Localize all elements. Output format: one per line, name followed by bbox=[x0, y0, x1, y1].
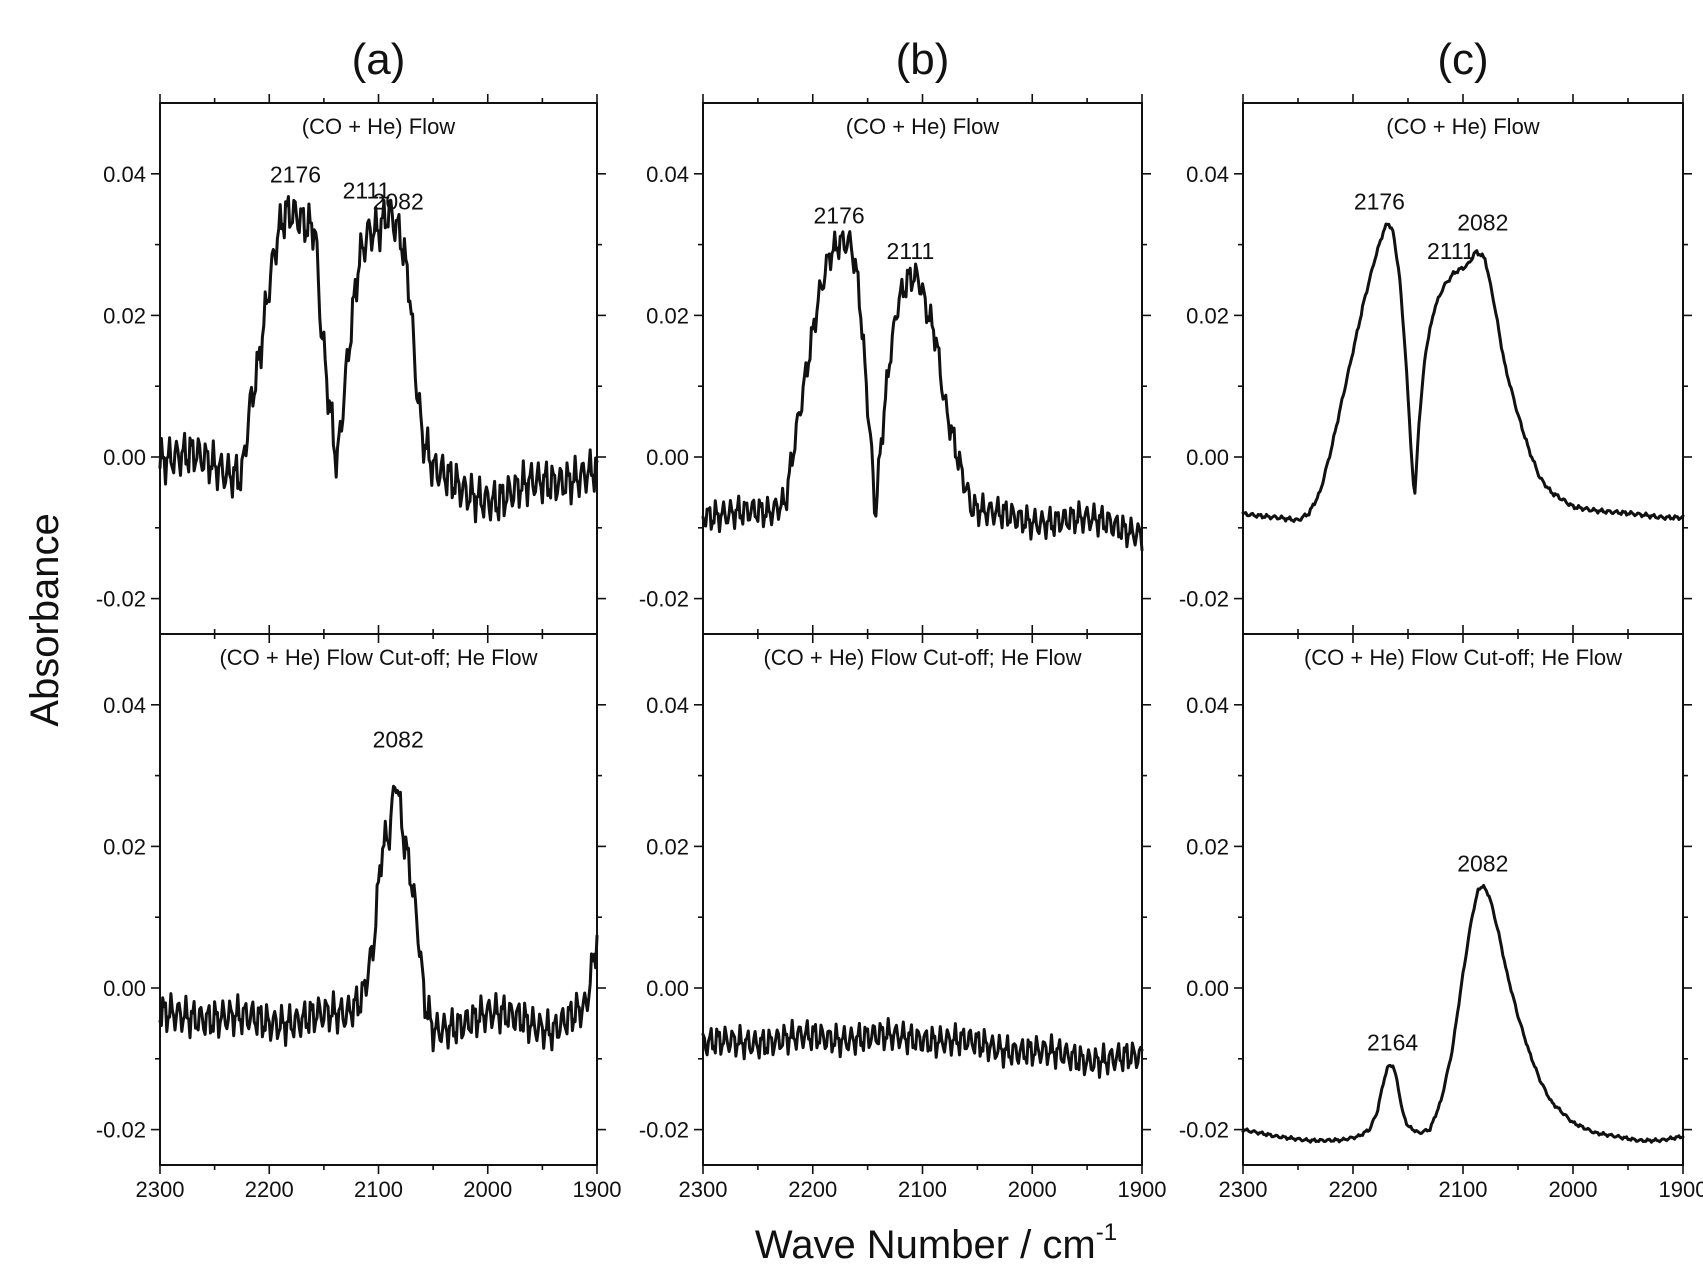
peak-label: 2176 bbox=[814, 203, 865, 229]
y-tick-label: 0.00 bbox=[646, 976, 689, 1001]
y-tick-label: 0.04 bbox=[103, 693, 146, 718]
condition-label: (CO + He) Flow bbox=[302, 114, 456, 139]
y-tick-label: 0.02 bbox=[103, 834, 146, 859]
panel-label-b: (b) bbox=[896, 35, 950, 84]
x-tick-label: 2000 bbox=[463, 1177, 512, 1202]
panel-label-c: (c) bbox=[1437, 35, 1488, 84]
peak-label: 2082 bbox=[1457, 850, 1508, 876]
y-tick-label: 0.00 bbox=[1186, 976, 1229, 1001]
x-tick-label: 2300 bbox=[136, 1177, 185, 1202]
x-axis-title-text: Wave Number / cm bbox=[755, 1223, 1096, 1267]
spectrum-line bbox=[1241, 884, 1685, 1144]
x-tick-label: 2300 bbox=[1219, 1177, 1268, 1202]
y-tick-label: 0.00 bbox=[1186, 445, 1229, 470]
y-tick-label: 0.02 bbox=[646, 834, 689, 859]
spectrum-line bbox=[1241, 222, 1685, 523]
peak-label: 2082 bbox=[373, 726, 424, 752]
y-tick-label: 0.04 bbox=[1186, 693, 1229, 718]
subplot-b-top: 0.04 0.02 0.00 -0.02 (CO + He) Flow 2176 2111 bbox=[639, 94, 1151, 643]
spectrum-line bbox=[701, 230, 1144, 552]
y-tick-label: 0.02 bbox=[103, 303, 146, 328]
panel-grid: (a) 0.04 0.02 0.00 -0.02 (CO + He) Flow 2176 21… bbox=[96, 35, 1703, 1202]
peak-label: 2111 bbox=[343, 178, 391, 204]
subplot-a-bottom: 0.04 0.02 0.00 -0.02 (CO + He) Flow Cut-off;… bbox=[96, 625, 606, 1174]
spectrum-line bbox=[701, 1017, 1144, 1079]
subplot-c-top: 0.04 0.02 0.00 -0.02 (CO + He) Flow 2176 21112… bbox=[1179, 94, 1692, 643]
spectrum-line bbox=[158, 784, 599, 1053]
y-axis-title: Absorbance bbox=[23, 513, 67, 726]
x-tick-label: 1900 bbox=[1659, 1177, 1703, 1202]
peak-label: 2082 bbox=[373, 188, 424, 214]
x-tick-label: 2100 bbox=[1439, 1177, 1488, 1202]
y-tick-label: 0.02 bbox=[1186, 834, 1229, 859]
peak-label: 2164 bbox=[1367, 1029, 1418, 1055]
x-tick-label: 2100 bbox=[898, 1177, 947, 1202]
peak-label: 2082 bbox=[1457, 210, 1508, 236]
subplot-b-bottom: 0.04 0.02 0.00 -0.02 (CO + He) Flow Cut-off;… bbox=[639, 625, 1151, 1174]
y-tick-label: -0.02 bbox=[639, 1118, 689, 1143]
y-tick-label: -0.02 bbox=[639, 587, 689, 612]
x-tick-label: 2300 bbox=[679, 1177, 728, 1202]
condition-label: (CO + He) Flow Cut-off; He Flow bbox=[219, 645, 537, 670]
x-tick-label: 2200 bbox=[1329, 1177, 1378, 1202]
y-tick-label: 0.00 bbox=[103, 976, 146, 1001]
x-tick-label: 2000 bbox=[1549, 1177, 1598, 1202]
x-tick-label: 2200 bbox=[245, 1177, 294, 1202]
x-tick-label: 1900 bbox=[573, 1177, 622, 1202]
y-tick-label: 0.04 bbox=[646, 693, 689, 718]
peak-label: 2176 bbox=[270, 161, 321, 187]
y-tick-label: -0.02 bbox=[96, 1118, 146, 1143]
condition-label: (CO + He) Flow bbox=[846, 114, 1000, 139]
y-tick-label: -0.02 bbox=[1179, 587, 1229, 612]
peak-label: 2111 bbox=[887, 238, 935, 264]
x-axis-title: Wave Number / cm-1 bbox=[755, 1219, 1117, 1267]
y-tick-label: -0.02 bbox=[1179, 1118, 1229, 1143]
y-tick-label: 0.02 bbox=[1186, 303, 1229, 328]
y-tick-label: 0.04 bbox=[103, 162, 146, 187]
x-axis-title-superscript: -1 bbox=[1096, 1219, 1117, 1246]
x-tick-label: 2100 bbox=[354, 1177, 403, 1202]
y-tick-label: 0.04 bbox=[646, 162, 689, 187]
peak-label: 2111 bbox=[1427, 238, 1475, 264]
spectrum-line bbox=[158, 195, 599, 524]
x-tick-label: 1900 bbox=[1118, 1177, 1167, 1202]
condition-label: (CO + He) Flow Cut-off; He Flow bbox=[763, 645, 1081, 670]
x-tick-label: 2000 bbox=[1008, 1177, 1057, 1202]
subplot-a-top: 0.04 0.02 0.00 -0.02 (CO + He) Flow 2176 21112… bbox=[96, 94, 606, 643]
y-tick-label: 0.00 bbox=[103, 445, 146, 470]
subplot-c-bottom: 0.04 0.02 0.00 -0.02 (CO + He) Flow Cut-off;… bbox=[1179, 625, 1692, 1174]
peak-label: 2176 bbox=[1354, 188, 1405, 214]
y-tick-label: 0.02 bbox=[646, 303, 689, 328]
panel-label-a: (a) bbox=[352, 35, 406, 84]
condition-label: (CO + He) Flow bbox=[1386, 114, 1540, 139]
y-tick-label: 0.00 bbox=[646, 445, 689, 470]
x-tick-label: 2200 bbox=[788, 1177, 837, 1202]
y-tick-label: -0.02 bbox=[96, 587, 146, 612]
condition-label: (CO + He) Flow Cut-off; He Flow bbox=[1304, 645, 1622, 670]
y-tick-label: 0.04 bbox=[1186, 162, 1229, 187]
